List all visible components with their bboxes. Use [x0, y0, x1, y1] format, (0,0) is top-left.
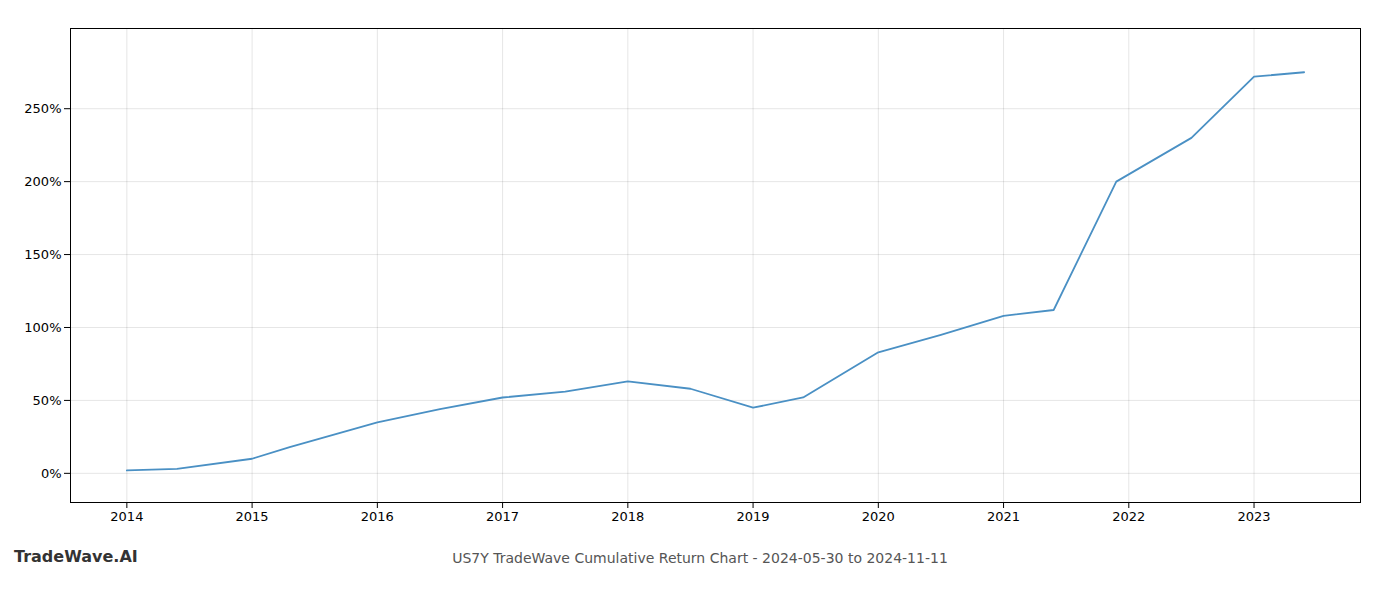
svg-text:2020: 2020: [862, 509, 895, 524]
svg-text:200%: 200%: [24, 174, 61, 189]
svg-text:2021: 2021: [987, 509, 1020, 524]
svg-text:2016: 2016: [361, 509, 394, 524]
svg-text:100%: 100%: [24, 320, 61, 335]
html-text:TradeWave.AI: TradeWave.AI: [14, 547, 138, 566]
svg-text:2014: 2014: [110, 509, 143, 524]
svg-text:2022: 2022: [1112, 509, 1145, 524]
html-text:US7Y TradeWave Cumulative Retu: US7Y TradeWave Cumulative Return Chart -…: [452, 550, 948, 566]
svg-text:0%: 0%: [41, 465, 62, 480]
svg-text:250%: 250%: [24, 101, 61, 116]
svg-text:50%: 50%: [33, 393, 62, 408]
svg-text:2015: 2015: [236, 509, 269, 524]
svg-text:2023: 2023: [1237, 509, 1270, 524]
svg-text:150%: 150%: [24, 247, 61, 262]
svg-text:2018: 2018: [611, 509, 644, 524]
svg-text:2019: 2019: [737, 509, 770, 524]
svg-text:2017: 2017: [486, 509, 519, 524]
